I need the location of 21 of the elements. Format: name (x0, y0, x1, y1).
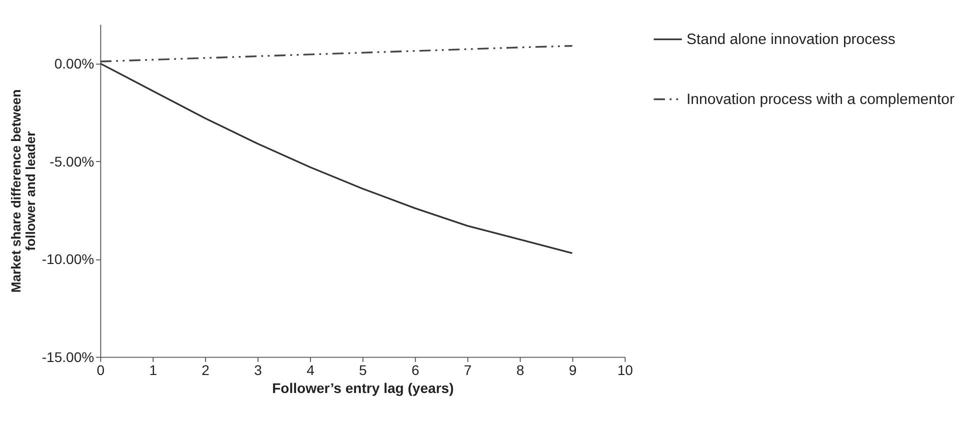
x-tick-label: 1 (149, 362, 158, 378)
y-tick-label: -15.00% (42, 348, 94, 365)
x-tick-label: 6 (411, 362, 420, 378)
line-series (100, 62, 574, 254)
x-tick-label: 3 (254, 362, 262, 378)
legend-label: Innovation process with a complementor (686, 90, 954, 108)
x-tick-label: 0 (96, 362, 105, 378)
x-tick-label: 4 (306, 362, 315, 378)
x-axis-title: Follower’s entry lag (years) (272, 380, 454, 396)
x-tick-label: 5 (359, 362, 368, 378)
x-tick-label: 7 (464, 362, 472, 378)
y-tick-label: 0.00% (54, 56, 94, 72)
line-series (100, 45, 574, 62)
x-tick-label: 10 (617, 362, 634, 378)
x-tick-label: 2 (202, 362, 210, 378)
y-tick-label: -10.00% (42, 251, 94, 268)
x-tick-label: 8 (516, 362, 524, 378)
legend-label: Stand alone innovation process (686, 31, 896, 48)
y-tick-label: -5.00% (50, 153, 94, 170)
y-axis-title: Market share difference between follower and leader (8, 89, 38, 293)
x-tick-label: 9 (568, 362, 577, 378)
